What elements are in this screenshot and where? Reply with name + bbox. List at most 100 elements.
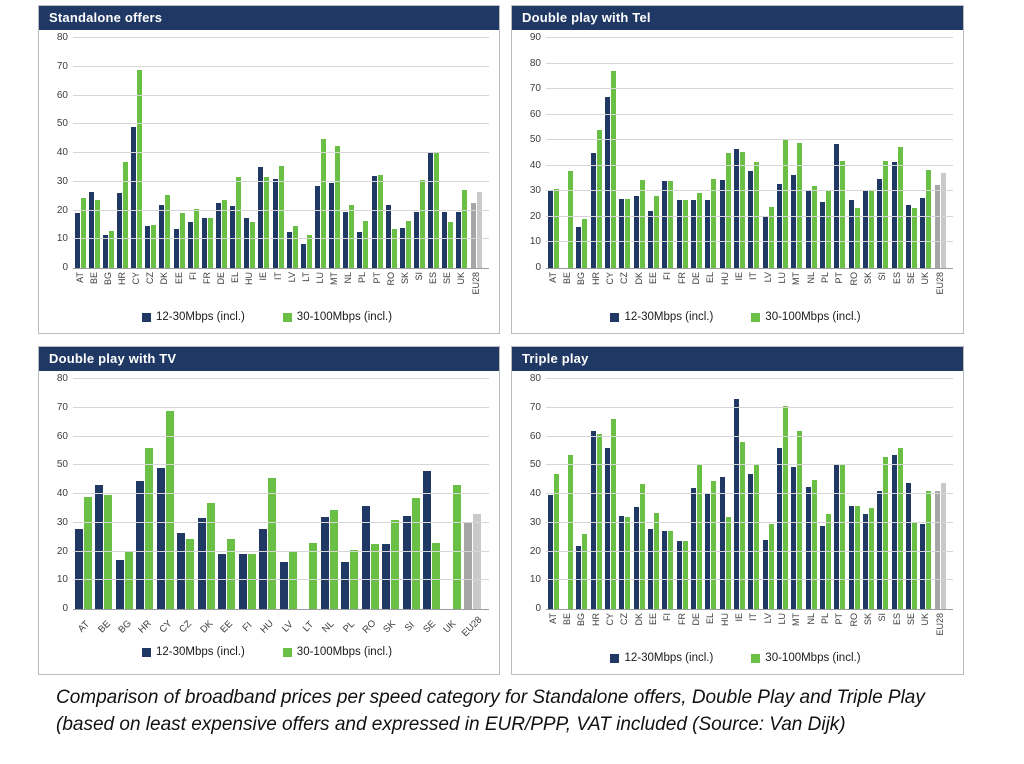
y-axis-tick-label: 30 xyxy=(529,516,541,528)
bar xyxy=(596,433,602,609)
bar xyxy=(357,232,363,268)
bar xyxy=(221,200,227,268)
bar xyxy=(173,229,179,268)
x-axis-label: BG xyxy=(576,613,587,627)
bar-group-el xyxy=(704,38,718,268)
bar-group-lt xyxy=(299,38,313,268)
bar xyxy=(825,514,831,609)
bar xyxy=(905,205,911,268)
bar xyxy=(335,145,341,268)
bar-group-hr xyxy=(135,379,156,609)
x-axis-label: EL xyxy=(705,613,716,625)
bar-group-pl xyxy=(818,38,832,268)
bar-group-bg xyxy=(575,38,589,268)
y-axis-tick-label: 70 xyxy=(56,401,68,413)
bar xyxy=(897,448,903,609)
x-axis-label: DE xyxy=(690,613,701,626)
x-axis-label: BE xyxy=(88,272,99,285)
y-axis-tick-label: 70 xyxy=(529,401,541,413)
x-axis-label: SE xyxy=(442,272,453,285)
bar xyxy=(862,514,868,609)
y-axis-tick-label: 40 xyxy=(56,147,68,158)
x-axis-label: LU xyxy=(314,272,325,284)
legend: 12-30Mbps (incl.) 30-100Mbps (incl.) xyxy=(45,305,489,331)
legend-item: 30-100Mbps (incl.) xyxy=(282,311,392,323)
bar xyxy=(797,430,803,609)
bar xyxy=(862,191,868,268)
bar-group-si xyxy=(876,38,890,268)
bar-group-hu xyxy=(243,38,257,268)
x-axis-label: SI xyxy=(877,613,888,622)
bar xyxy=(883,456,889,609)
bar xyxy=(934,491,940,609)
x-axis-label: SI xyxy=(413,272,424,281)
x-axis-label: HR xyxy=(136,618,155,636)
bar-group-el xyxy=(704,379,718,609)
bar-group-be xyxy=(560,38,574,268)
y-axis-tick-label: 90 xyxy=(529,32,541,43)
bar-group-ee xyxy=(646,38,660,268)
bar xyxy=(371,176,377,268)
y-axis-tick-label: 80 xyxy=(56,32,68,43)
y-axis-tick-label: 10 xyxy=(529,574,541,586)
x-axis-label: PT xyxy=(834,272,845,284)
bar xyxy=(791,466,797,609)
x-axis-label: MT xyxy=(791,613,802,626)
bar xyxy=(227,538,236,609)
bar xyxy=(470,203,476,268)
bar xyxy=(206,502,215,609)
bar xyxy=(653,512,659,609)
bar xyxy=(179,213,185,268)
x-axis-label: MT xyxy=(791,272,802,285)
bar xyxy=(840,465,846,609)
y-axis-tick-label: 30 xyxy=(56,516,68,528)
y-axis-tick-label: 10 xyxy=(529,236,541,248)
bar xyxy=(197,518,206,609)
bar xyxy=(668,531,674,609)
bar xyxy=(300,243,306,268)
bar-group-ie xyxy=(732,379,746,609)
bar xyxy=(676,541,682,609)
x-axis-label: SK xyxy=(862,613,873,626)
bar xyxy=(448,222,454,268)
bar xyxy=(186,538,195,609)
x-axis-label: FR xyxy=(201,272,212,284)
bar xyxy=(576,545,582,609)
y-axis: 0 10 20 30 40 50 60 70 80 xyxy=(518,374,546,614)
bar xyxy=(653,196,659,268)
x-axis-label: PT xyxy=(371,272,382,284)
legend-swatch-30-100mbps-icon xyxy=(751,653,761,663)
bar xyxy=(748,170,754,268)
bar xyxy=(279,561,288,609)
bar-group-lu xyxy=(775,379,789,609)
bar-group-hu xyxy=(258,379,279,609)
bar xyxy=(341,561,350,609)
bar xyxy=(309,542,318,609)
x-axis-label: RO xyxy=(385,272,396,286)
bar-group-lt xyxy=(299,379,320,609)
bar xyxy=(402,515,411,609)
bar xyxy=(547,495,553,609)
legend-swatch-12-30mbps-icon xyxy=(610,653,620,663)
bar xyxy=(464,522,473,609)
x-axis-label: EL xyxy=(705,272,716,284)
bar-group-ro xyxy=(384,38,398,268)
legend-swatch-12-30mbps-icon xyxy=(141,647,151,657)
bar xyxy=(405,220,411,268)
bar xyxy=(682,200,688,268)
bar xyxy=(567,170,573,268)
y-axis-tick-label: 60 xyxy=(529,108,541,120)
y-axis-tick-label: 50 xyxy=(56,459,68,471)
bar-group-cy xyxy=(603,38,617,268)
bar xyxy=(236,177,242,268)
bar-group-eu28 xyxy=(933,38,947,268)
y-axis-tick-label: 70 xyxy=(56,60,68,72)
x-axis-label: PL xyxy=(819,613,830,625)
x-axis-label: FI xyxy=(662,613,673,621)
bar xyxy=(662,181,668,268)
bar xyxy=(286,232,292,268)
bar xyxy=(848,200,854,268)
x-axis-label: FI xyxy=(662,272,673,280)
bar xyxy=(137,69,143,268)
x-axis-label: PT xyxy=(834,613,845,625)
